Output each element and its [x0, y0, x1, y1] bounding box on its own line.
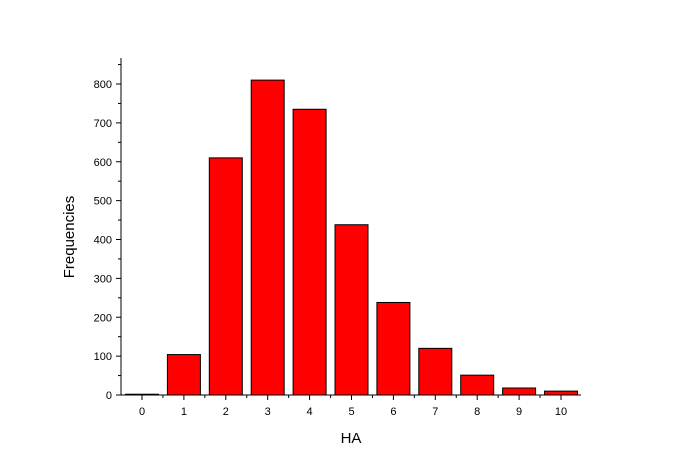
bar-2 — [208, 157, 243, 396]
y-tick-label: 200 — [94, 312, 112, 324]
y-tick-label: 300 — [94, 273, 112, 285]
bar-7 — [418, 347, 453, 396]
x-tick-label: 0 — [139, 406, 145, 418]
x-tick-label: 2 — [223, 406, 229, 418]
x-axis-title: HA — [341, 430, 362, 447]
y-tick-label: 600 — [94, 157, 112, 169]
x-tick-label: 8 — [474, 406, 480, 418]
x-tick-label: 5 — [348, 406, 354, 418]
bar-4 — [292, 108, 327, 396]
y-axis-title: Frequencies — [61, 196, 78, 279]
x-tick-label: 9 — [516, 406, 522, 418]
x-tick-label: 1 — [181, 406, 187, 418]
bar-5 — [334, 224, 369, 396]
bars-layer — [125, 79, 578, 396]
y-tick-label: 400 — [94, 235, 112, 247]
bar-9 — [502, 387, 537, 396]
y-ticks: 0 100 200 300 400 500 600 700 800 — [94, 64, 121, 402]
x-tick-label: 10 — [555, 406, 567, 418]
x-tick-label: 7 — [432, 406, 438, 418]
bar-8 — [460, 374, 495, 396]
x-tick-label: 6 — [390, 406, 396, 418]
bar-1 — [166, 354, 201, 396]
y-tick-label: 800 — [94, 79, 112, 91]
y-tick-label: 100 — [94, 351, 112, 363]
bar-10 — [544, 390, 578, 396]
x-tick-label: 3 — [265, 406, 271, 418]
bar-3 — [250, 79, 285, 396]
y-tick-label: 0 — [106, 390, 112, 402]
y-tick-label: 700 — [94, 118, 112, 130]
y-tick-label: 500 — [94, 196, 112, 208]
bar-6 — [376, 301, 411, 396]
x-tick-label: 4 — [307, 406, 313, 418]
x-ticks: 0 1 2 3 4 5 6 7 8 9 10 — [139, 395, 567, 418]
